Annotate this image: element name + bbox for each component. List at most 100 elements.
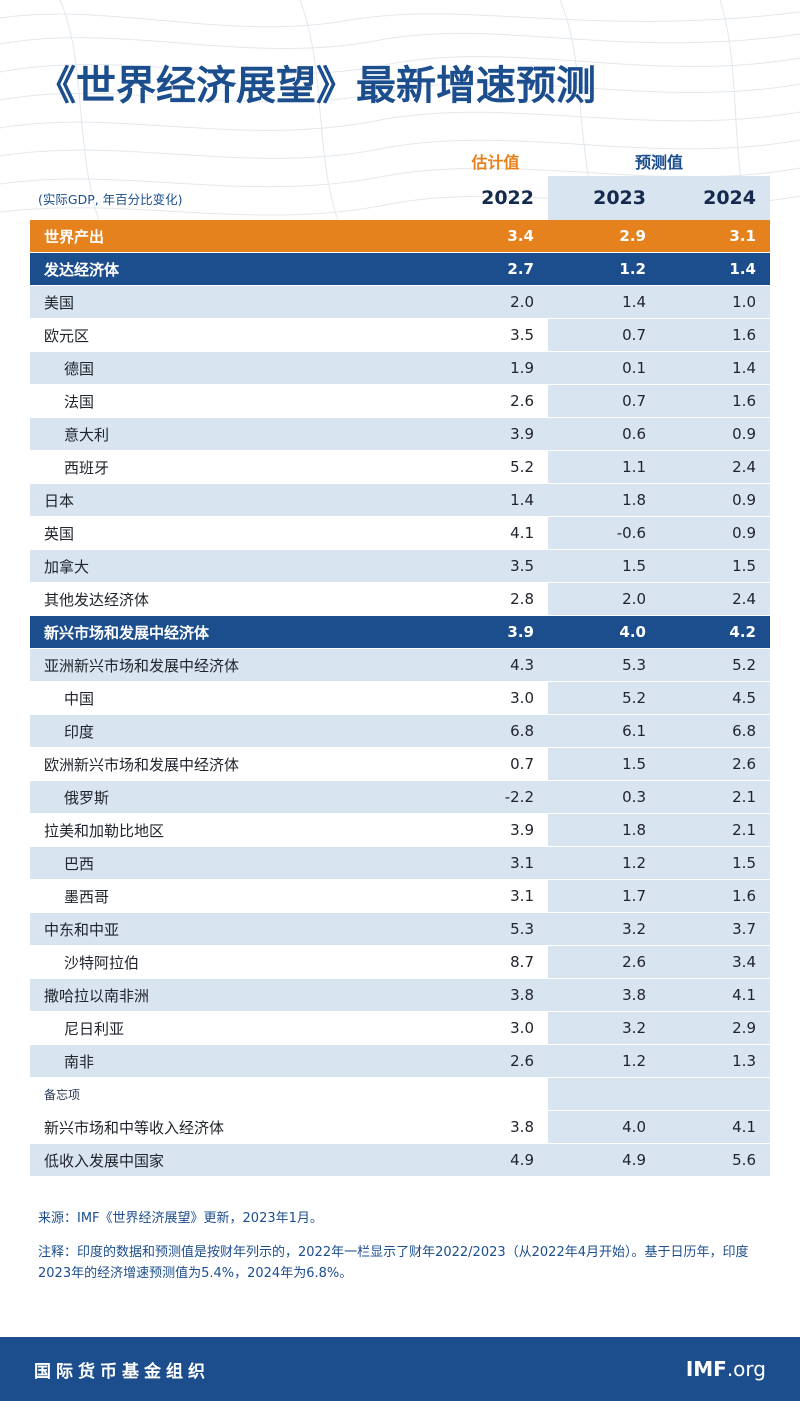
value-2024: 1.4 <box>729 260 756 278</box>
table-row: 英国 4.1 -0.6 0.9 <box>30 517 770 550</box>
table-row: 备忘项 <box>30 1078 770 1111</box>
row-label: 南非 <box>64 1052 95 1071</box>
table-row: 新兴市场和中等收入经济体 3.8 4.0 4.1 <box>30 1111 770 1144</box>
value-2024: 2.1 <box>660 781 770 813</box>
value-2024: 1.5 <box>660 847 770 879</box>
brand-suffix: .org <box>726 1357 766 1381</box>
row-label: 低收入发展中国家 <box>44 1151 165 1170</box>
value-2024: 5.6 <box>660 1144 770 1176</box>
row-label: 新兴市场和发展中经济体 <box>44 623 210 642</box>
row-label: 拉美和加勒比地区 <box>44 821 165 840</box>
content-area: 《世界经济展望》最新增速预测 估计值 预测值 (实际GDP, 年百分比变化) 2… <box>30 63 770 1281</box>
source-note: 来源：IMF《世界经济展望》更新，2023年1月。 <box>38 1211 323 1226</box>
value-2022: 3.8 <box>510 986 534 1004</box>
value-2022: 4.1 <box>510 524 534 542</box>
value-2023: 2.6 <box>548 946 660 978</box>
row-label: 英国 <box>44 524 75 543</box>
row-label: 撒哈拉以南非洲 <box>44 986 150 1005</box>
year-2022-header: 2022 <box>481 187 534 209</box>
value-2023: 5.3 <box>548 649 660 681</box>
row-label: 加拿大 <box>44 557 90 576</box>
value-2023: 1.8 <box>548 484 660 516</box>
value-2023: 0.7 <box>548 385 660 417</box>
value-2022: 1.4 <box>510 491 534 509</box>
growth-table: 估计值 预测值 (实际GDP, 年百分比变化) 2022 2023 2024 世… <box>30 146 770 1177</box>
value-2023: 0.7 <box>548 319 660 351</box>
value-2023 <box>548 1078 660 1110</box>
row-label: 中国 <box>64 689 95 708</box>
row-label: 法国 <box>64 392 95 411</box>
value-2023: 5.2 <box>548 682 660 714</box>
table-row: 亚洲新兴市场和发展中经济体 4.3 5.3 5.2 <box>30 649 770 682</box>
value-2024: 1.0 <box>660 286 770 318</box>
value-2022: 3.1 <box>510 854 534 872</box>
value-2024: 1.5 <box>660 550 770 582</box>
value-2024: 6.8 <box>660 715 770 747</box>
table-row: 拉美和加勒比地区 3.9 1.8 2.1 <box>30 814 770 847</box>
value-2024 <box>660 1078 770 1110</box>
table-row: 撒哈拉以南非洲 3.8 3.8 4.1 <box>30 979 770 1012</box>
value-2024: 0.9 <box>660 517 770 549</box>
table-row: 意大利 3.9 0.6 0.9 <box>30 418 770 451</box>
row-label: 沙特阿拉伯 <box>64 953 140 972</box>
org-name: 国际货币基金组织 <box>34 1361 210 1382</box>
row-label: 俄罗斯 <box>64 788 110 807</box>
value-2022: 3.4 <box>507 227 534 245</box>
table-row: 中东和中亚 5.3 3.2 3.7 <box>30 913 770 946</box>
projection-column-label: 预测值 <box>634 153 683 172</box>
value-2023: 6.1 <box>548 715 660 747</box>
value-2024: 0.9 <box>660 484 770 516</box>
table-row: 墨西哥 3.1 1.7 1.6 <box>30 880 770 913</box>
value-2023: 1.8 <box>548 814 660 846</box>
value-2022: 0.7 <box>510 755 534 773</box>
row-label: 德国 <box>64 359 95 378</box>
table-row: 印度 6.8 6.1 6.8 <box>30 715 770 748</box>
value-2023: 0.1 <box>548 352 660 384</box>
row-label: 美国 <box>44 293 75 312</box>
value-2024: 3.4 <box>660 946 770 978</box>
value-2024: 5.2 <box>660 649 770 681</box>
value-2024: 1.6 <box>660 385 770 417</box>
value-2024: 2.6 <box>660 748 770 780</box>
value-2023: 3.2 <box>548 913 660 945</box>
column-group-header-row: 估计值 预测值 <box>30 146 770 176</box>
table-row: 发达经济体 2.7 1.2 1.4 <box>30 253 770 286</box>
value-2023: 2.0 <box>548 583 660 615</box>
value-2022: 3.8 <box>510 1118 534 1136</box>
row-label: 世界产出 <box>44 227 105 246</box>
value-2024: 2.4 <box>660 583 770 615</box>
value-2022: 3.9 <box>510 425 534 443</box>
value-2023: 1.2 <box>548 1045 660 1077</box>
imf-org-link[interactable]: IMF.org <box>686 1357 766 1381</box>
table-row: 俄罗斯 -2.2 0.3 2.1 <box>30 781 770 814</box>
value-2022: 5.2 <box>510 458 534 476</box>
value-2023: 1.5 <box>548 550 660 582</box>
value-2022 <box>443 1078 548 1110</box>
row-label: 欧洲新兴市场和发展中经济体 <box>44 755 240 774</box>
value-2023: 4.0 <box>619 623 646 641</box>
estimate-column-label: 估计值 <box>471 153 520 172</box>
value-2024: 4.5 <box>660 682 770 714</box>
value-2024: 2.1 <box>660 814 770 846</box>
value-2023: 0.3 <box>548 781 660 813</box>
value-2023: 1.2 <box>548 847 660 879</box>
value-2022: 3.0 <box>510 1019 534 1037</box>
value-2022: 2.6 <box>510 392 534 410</box>
table-row: 西班牙 5.2 1.1 2.4 <box>30 451 770 484</box>
value-2024: 1.3 <box>660 1045 770 1077</box>
value-2023: 0.6 <box>548 418 660 450</box>
value-2024: 3.7 <box>660 913 770 945</box>
value-2023: -0.6 <box>548 517 660 549</box>
table-row: 德国 1.9 0.1 1.4 <box>30 352 770 385</box>
row-label: 意大利 <box>64 425 110 444</box>
value-2022: 4.3 <box>510 656 534 674</box>
row-label: 日本 <box>44 491 75 510</box>
value-2023: 4.9 <box>548 1144 660 1176</box>
table-row: 加拿大 3.5 1.5 1.5 <box>30 550 770 583</box>
table-row: 新兴市场和发展中经济体 3.9 4.0 4.2 <box>30 616 770 649</box>
table-row: 低收入发展中国家 4.9 4.9 5.6 <box>30 1144 770 1177</box>
row-label: 中东和中亚 <box>44 920 120 939</box>
year-header-row: (实际GDP, 年百分比变化) 2022 2023 2024 <box>30 176 770 220</box>
page-title: 《世界经济展望》最新增速预测 <box>36 63 596 109</box>
value-2024: 2.4 <box>660 451 770 483</box>
